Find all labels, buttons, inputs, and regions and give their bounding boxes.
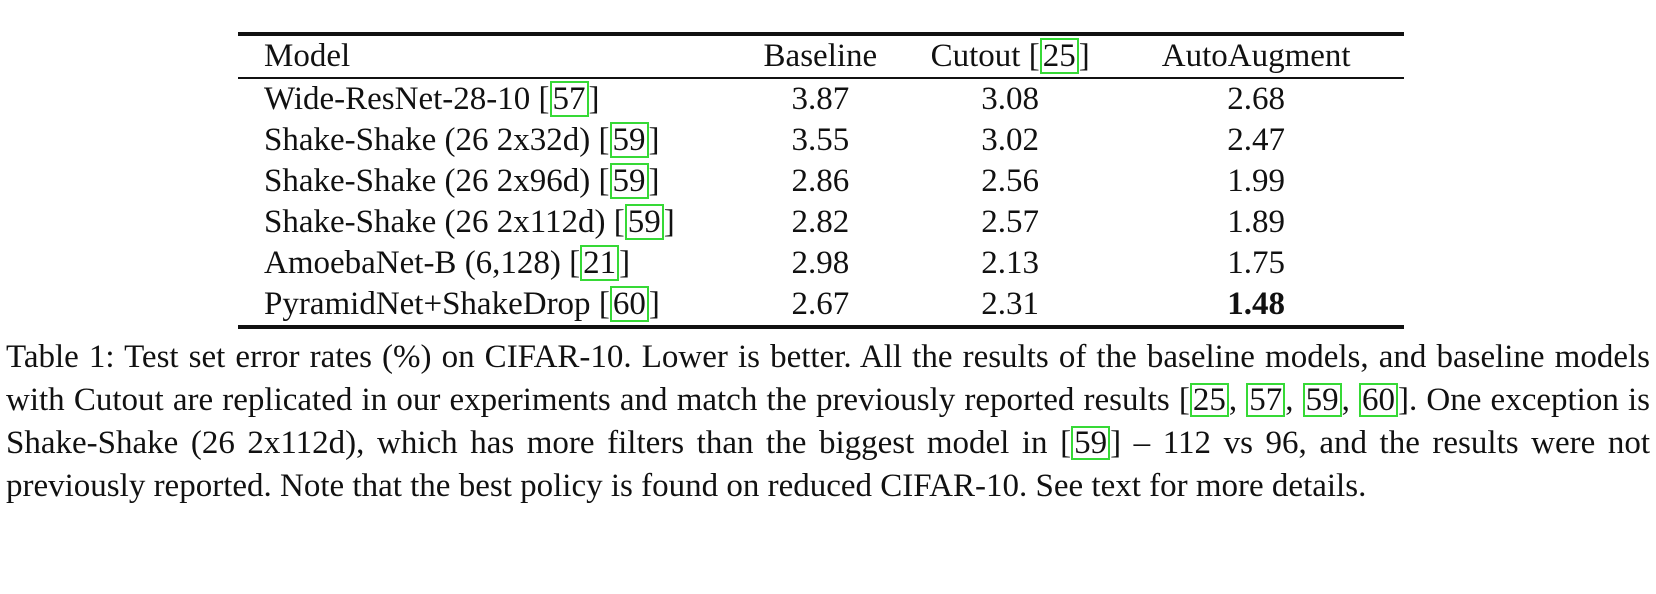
- model-name: PyramidNet+ShakeDrop: [264, 286, 591, 322]
- cutout-value: 2.31: [981, 286, 1040, 322]
- baseline-value: 2.67: [791, 286, 850, 322]
- header-cutout-label: Cutout: [930, 38, 1021, 74]
- header-autoaugment: AutoAugment: [1161, 38, 1351, 74]
- baseline-value: 3.55: [791, 122, 850, 158]
- table-header: Model Baseline Cutout [25] AutoAugment: [238, 34, 1404, 78]
- baseline-value: 2.98: [791, 245, 850, 281]
- results-table: Model Baseline Cutout [25] AutoAugment W…: [238, 32, 1404, 329]
- caption-text: ] – 112 vs 96, and the results were not …: [6, 425, 1650, 504]
- table-row: AmoebaNet-B (6,128) [21] 2.98 2.13 1.75: [238, 243, 1404, 284]
- cutout-value: 3.02: [981, 122, 1040, 158]
- table-row: Wide-ResNet-28-10 [57] 3.87 3.08 2.68: [238, 78, 1404, 120]
- model-name: Shake-Shake (26 2x112d): [264, 204, 606, 240]
- autoaugment-value: 1.89: [1227, 204, 1286, 240]
- baseline-value: 2.82: [791, 204, 850, 240]
- header-model: Model: [264, 38, 351, 74]
- header-baseline: Baseline: [763, 38, 878, 74]
- autoaugment-value: 2.47: [1227, 122, 1286, 158]
- citation-link[interactable]: 59: [609, 163, 649, 199]
- citation-link[interactable]: 59: [624, 204, 664, 240]
- caption-text: ]. One exception is Shake-Shake (26 2x11…: [6, 382, 1650, 461]
- table-row: Shake-Shake (26 2x96d) [59] 2.86 2.56 1.…: [238, 161, 1404, 202]
- citation-link[interactable]: 21: [580, 245, 620, 281]
- cutout-value: 2.56: [981, 163, 1040, 199]
- model-name: Shake-Shake (26 2x96d): [264, 163, 591, 199]
- table-row: Shake-Shake (26 2x112d) [59] 2.82 2.57 1…: [238, 202, 1404, 243]
- model-name: AmoebaNet-B (6,128): [264, 245, 561, 281]
- citation-link[interactable]: 60: [609, 286, 649, 322]
- citation-link[interactable]: 25: [1039, 38, 1079, 74]
- caption-text: Table 1: Test set error rates (%) on CIF…: [6, 339, 1650, 418]
- cutout-value: 3.08: [981, 81, 1040, 117]
- autoaugment-value: 1.75: [1227, 245, 1286, 281]
- cutout-value: 2.13: [981, 245, 1040, 281]
- citation-link[interactable]: 59: [1071, 426, 1111, 460]
- table-row: Shake-Shake (26 2x32d) [59] 3.55 3.02 2.…: [238, 120, 1404, 161]
- table-caption: Table 1: Test set error rates (%) on CIF…: [6, 339, 1650, 504]
- row-model-cell: PyramidNet+ShakeDrop [60]: [264, 286, 660, 322]
- citation-link[interactable]: 59: [1302, 383, 1342, 417]
- results-table-container: Model Baseline Cutout [25] AutoAugment W…: [238, 32, 1404, 329]
- citation-link[interactable]: 57: [1246, 383, 1286, 417]
- model-name: Shake-Shake (26 2x32d): [264, 122, 591, 158]
- header-cutout: Cutout [25]: [930, 38, 1090, 74]
- cutout-value: 2.57: [981, 204, 1040, 240]
- autoaugment-value: 2.68: [1227, 81, 1286, 117]
- row-model-cell: Shake-Shake (26 2x96d) [59]: [264, 163, 660, 199]
- row-model-cell: Shake-Shake (26 2x112d) [59]: [264, 204, 675, 240]
- citation-link[interactable]: 59: [609, 122, 649, 158]
- table-body: Wide-ResNet-28-10 [57] 3.87 3.08 2.68 Sh…: [238, 78, 1404, 327]
- citation-link[interactable]: 57: [549, 81, 589, 117]
- autoaugment-value: 1.99: [1227, 163, 1286, 199]
- baseline-value: 2.86: [791, 163, 850, 199]
- citation-link[interactable]: 25: [1189, 383, 1229, 417]
- row-model-cell: Wide-ResNet-28-10 [57]: [264, 81, 600, 117]
- header-row: Model Baseline Cutout [25] AutoAugment: [238, 34, 1404, 78]
- row-model-cell: AmoebaNet-B (6,128) [21]: [264, 245, 631, 281]
- row-model-cell: Shake-Shake (26 2x32d) [59]: [264, 122, 660, 158]
- autoaugment-value-best: 1.48: [1227, 286, 1286, 322]
- model-name: Wide-ResNet-28-10: [264, 81, 531, 117]
- table-row: PyramidNet+ShakeDrop [60] 2.67 2.31 1.48: [238, 284, 1404, 327]
- citation-link[interactable]: 60: [1359, 383, 1399, 417]
- baseline-value: 3.87: [791, 81, 850, 117]
